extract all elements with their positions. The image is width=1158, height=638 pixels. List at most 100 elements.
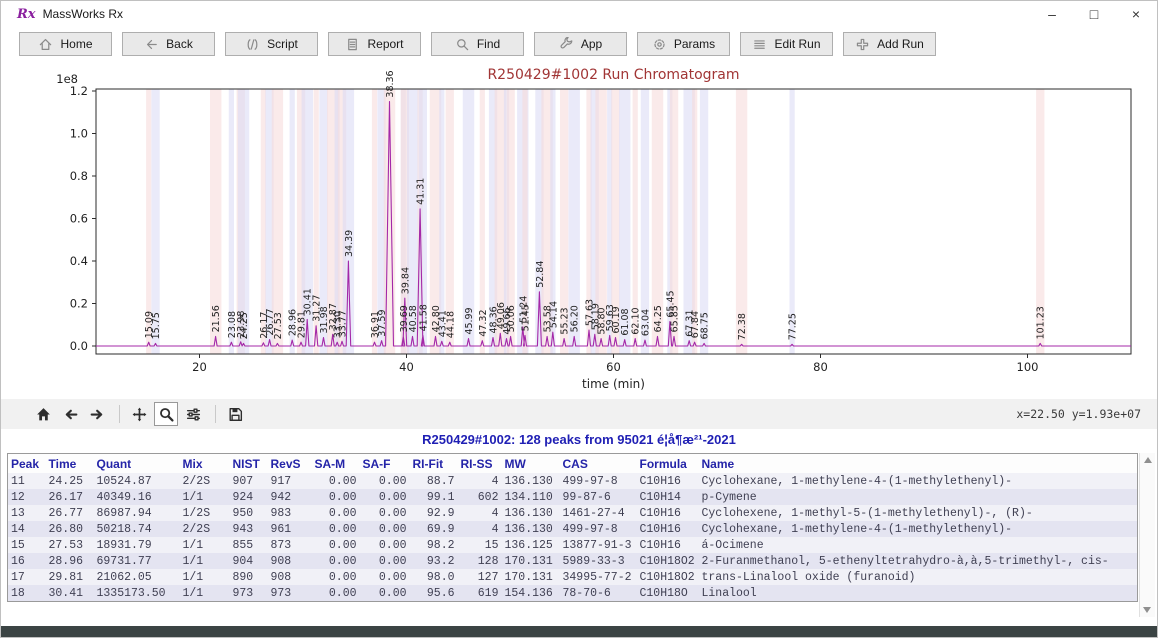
table-cell: 86987.94	[96, 506, 152, 520]
params-button[interactable]: Params	[637, 32, 730, 56]
table-row[interactable]: 14 26.80 50218.74 2/2S 943 961 0.00 0.00 69.9 4 13…	[7, 521, 1138, 537]
table-cell: 13	[11, 506, 25, 520]
maximize-button[interactable]: □	[1089, 6, 1099, 22]
peak-label: 53.58	[543, 305, 554, 332]
column-header-sa-m[interactable]: SA-M	[311, 453, 360, 473]
background-band	[377, 89, 386, 354]
table-row[interactable]: 12 26.17 40349.16 1/1 924 942 0.00 0.00 99.1 602 1…	[7, 489, 1138, 505]
scroll-up-icon[interactable]	[1143, 457, 1152, 463]
y-tick-label: 0.0	[70, 339, 88, 353]
peak-label: 39.84	[400, 267, 411, 294]
minimize-button[interactable]: –	[1048, 6, 1056, 22]
column-header-peak[interactable]: Peak	[7, 453, 46, 473]
script-button[interactable]: Script	[225, 32, 318, 56]
peak-label: 41.58	[418, 304, 429, 331]
table-row[interactable]: 13 26.77 86987.94 1/2S 950 983 0.00 0.00 92.9 4 13…	[7, 505, 1138, 521]
peak-label: 33.77	[338, 310, 349, 337]
background-band	[319, 89, 328, 354]
table-cell: 904	[232, 554, 254, 568]
column-header-name[interactable]: Name	[698, 453, 1138, 473]
add-run-button[interactable]: Add Run	[843, 32, 936, 56]
column-header-mix[interactable]: Mix	[179, 453, 230, 473]
table-cell: 2/2S	[182, 522, 211, 536]
table-row[interactable]: 18 30.41 1335173.50 1/1 973 973 0.00 0.00 95.6 61…	[7, 585, 1138, 602]
nav-tool-save[interactable]	[223, 402, 247, 426]
nav-tool-home[interactable]	[31, 402, 55, 426]
table-cell: 942	[270, 490, 292, 504]
peak-label: 15.09	[144, 311, 155, 338]
column-header-revs[interactable]: RevS	[267, 453, 312, 473]
background-band	[640, 89, 650, 354]
column-header-formula[interactable]: Formula	[636, 453, 699, 473]
home-button[interactable]: Home	[19, 32, 112, 56]
peak-label: 67.84	[690, 311, 701, 338]
back-arrow-icon	[147, 39, 157, 49]
background-band	[296, 89, 306, 354]
column-header-mw[interactable]: MW	[501, 453, 560, 473]
peak-label: 41.31	[416, 178, 427, 205]
table-cell: Cyclohexane, 1-methylene-4-(1-methylethe…	[701, 474, 1013, 488]
column-header-cas[interactable]: CAS	[559, 453, 637, 473]
table-cell: á-Ocimene	[701, 538, 764, 552]
column-header-ri-fit[interactable]: RI-Fit	[409, 453, 458, 473]
nav-tool-forward[interactable]	[85, 402, 109, 426]
table-row[interactable]: 15 27.53 18931.79 1/1 855 873 0.00 0.00 98.2 15 13…	[7, 537, 1138, 553]
table-cell: 14	[11, 522, 25, 536]
main-toolbar: Home Back Script Report Find App Params Edit Ru…	[19, 32, 936, 57]
table-cell: 154.136	[504, 586, 553, 600]
script-icon	[247, 38, 258, 50]
column-header-ri-ss[interactable]: RI-SS	[457, 453, 502, 473]
find-button[interactable]: Find	[431, 32, 524, 56]
vertical-scrollbar[interactable]	[1139, 453, 1155, 617]
close-button[interactable]: ×	[1131, 6, 1141, 22]
table-cell: 15	[11, 538, 25, 552]
background-band	[418, 89, 427, 354]
script-button-label: Script	[267, 37, 298, 51]
table-cell: 1/1	[182, 538, 204, 552]
background-band	[334, 89, 340, 354]
chromatogram-chart-area[interactable]: 15.09 15.75 21.56 23.08 23.98 24.25 26.17 26.77…	[1, 63, 1158, 399]
table-cell: 11	[11, 474, 25, 488]
column-header-quant[interactable]: Quant	[93, 453, 180, 473]
peak-label: 31.98	[319, 306, 330, 333]
report-button[interactable]: Report	[328, 32, 421, 56]
table-cell: 855	[232, 538, 254, 552]
table-cell: 499-97-8	[562, 522, 618, 536]
table-cell: C10H16	[639, 474, 681, 488]
background-band	[522, 89, 528, 354]
table-cell: 908	[270, 554, 292, 568]
peak-label: 47.32	[478, 309, 489, 336]
nav-pan-icon	[132, 407, 146, 421]
table-row[interactable]: 16 28.96 69731.77 1/1 904 908 0.00 0.00 93.2 128 1…	[7, 553, 1138, 569]
nav-tool-back[interactable]	[58, 402, 82, 426]
back-button[interactable]: Back	[122, 32, 215, 56]
peak-label: 26.77	[265, 308, 276, 335]
nav-tool-config[interactable]	[181, 402, 205, 426]
table-row[interactable]: 11 24.25 10524.87 2/2S 907 917 0.00 0.00 88.7 4 13…	[7, 473, 1138, 489]
table-row[interactable]: 17 29.81 21062.05 1/1 890 908 0.00 0.00 98.0 127 1…	[7, 569, 1138, 585]
table-cell: 983	[270, 506, 292, 520]
window-controls: – □ ×	[1031, 1, 1157, 27]
table-cell: 24.25	[48, 474, 84, 488]
table-cell: 0.00	[378, 490, 407, 504]
scroll-down-icon[interactable]	[1143, 607, 1151, 613]
nav-tool-zoom[interactable]	[154, 402, 178, 426]
find-button-label: Find	[476, 37, 501, 51]
peak-label: 27.53	[273, 312, 284, 339]
peak-label: 77.25	[788, 313, 799, 340]
peak-label: 63.04	[641, 309, 652, 336]
table-cell: 0.00	[328, 554, 357, 568]
column-header-sa-f[interactable]: SA-F	[359, 453, 410, 473]
column-header-time[interactable]: Time	[45, 453, 94, 473]
peak-label: 101.23	[1036, 306, 1047, 339]
background-band	[619, 89, 631, 354]
edit-run-button[interactable]: Edit Run	[740, 32, 833, 56]
nav-zoom-icon	[159, 407, 174, 422]
nav-tool-pan[interactable]	[127, 402, 151, 426]
app-button[interactable]: App	[534, 32, 627, 56]
background-band	[429, 89, 442, 354]
table-cell: 18	[11, 586, 25, 600]
background-band	[488, 89, 498, 354]
column-header-nist[interactable]: NIST	[229, 453, 268, 473]
